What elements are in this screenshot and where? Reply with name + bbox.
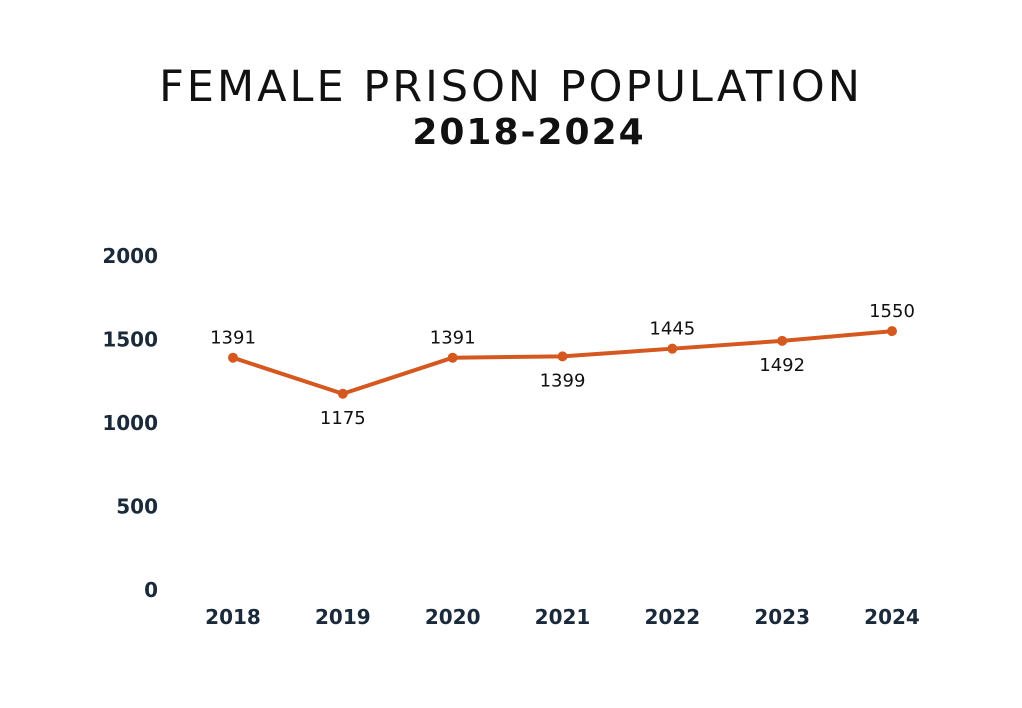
data-point [777, 335, 788, 346]
data-point [887, 326, 897, 337]
data-label: 1175 [320, 408, 366, 429]
y-tick-label: 0 [144, 578, 158, 602]
data-label: 1391 [430, 328, 476, 349]
series-group [228, 326, 897, 399]
data-point [557, 351, 568, 362]
data-point [228, 352, 238, 363]
chart-title: FEMALE PRISON POPULATION [159, 62, 863, 112]
data-labels: 1391 1175 1391 1399 1445 1492 1550 [210, 301, 915, 429]
x-axis: 2018 2019 2020 2021 2022 2023 2024 [205, 605, 920, 629]
data-point [447, 352, 458, 363]
data-point [667, 343, 678, 354]
chart-subtitle: 2018-2024 [412, 112, 646, 153]
y-tick-label: 1500 [102, 328, 158, 352]
y-tick-label: 500 [116, 495, 158, 519]
y-tick-label: 1000 [102, 411, 158, 435]
y-axis: 0 500 1000 1500 2000 [102, 244, 158, 602]
x-tick-label: 2024 [864, 605, 920, 629]
data-label: 1399 [540, 370, 586, 391]
data-label: 1492 [759, 355, 805, 376]
x-tick-label: 2019 [315, 605, 371, 629]
x-tick-label: 2022 [644, 605, 700, 629]
x-tick-label: 2021 [535, 605, 591, 629]
data-point [337, 388, 348, 399]
data-label: 1550 [869, 301, 915, 322]
y-tick-label: 2000 [102, 244, 158, 268]
data-label: 1445 [649, 319, 695, 340]
x-tick-label: 2020 [425, 605, 481, 629]
x-tick-label: 2023 [754, 605, 810, 629]
data-label: 1391 [210, 328, 256, 349]
x-tick-label: 2018 [205, 605, 261, 629]
